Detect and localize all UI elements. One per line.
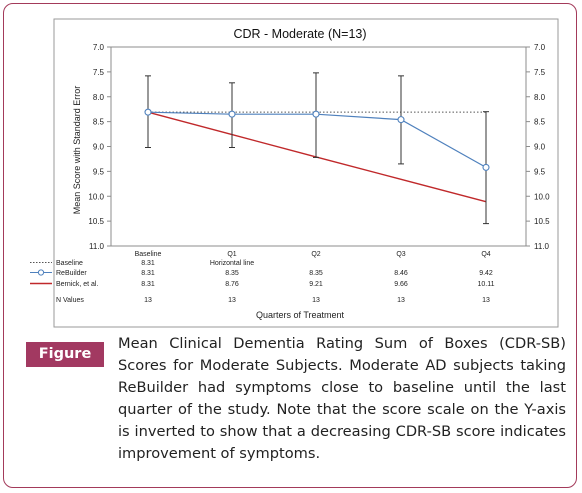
y-tick-label-right: 7.5 [534,68,546,77]
table-cell: 8.76 [225,281,239,288]
data-point-rebuilder [482,163,490,171]
y-tick-label-left: 7.5 [93,68,105,77]
table-cell: 9.66 [394,281,408,288]
figure-frame [3,3,577,488]
x-tick-label: Q4 [481,251,490,258]
x-tick-label: Q3 [396,251,405,258]
series-layer [144,72,490,225]
figure-label: Figure 3C [26,342,104,387]
y-axis-label: Mean Score with Standard Error [72,86,82,215]
y-tick-label-right: 7.0 [534,43,546,52]
y-tick-label-right: 9.0 [534,143,546,152]
table-cell: 13 [482,297,490,304]
x-axis-label: Quarters of Treatment [256,310,345,320]
y-tick-label-right: 9.5 [534,167,546,176]
y-tick-label-left: 10.0 [88,192,104,201]
data-point-rebuilder [312,110,320,118]
legend-marker [37,269,45,276]
data-point-rebuilder [144,108,152,116]
table-cell: 10.11 [478,281,495,288]
table-cell: 9.42 [479,270,493,277]
x-tick-label: Q2 [311,251,320,258]
table-cell: 8.46 [394,270,408,277]
y-tick-label-right: 8.0 [534,93,546,102]
table-cell: 8.31 [141,281,155,288]
table-cell: 13 [228,297,236,304]
legend-label: ReBuilder [56,270,87,277]
legend-label: Bernick, et al. [56,281,98,288]
table-cell: 9.21 [309,281,323,288]
table-cell: 8.31 [141,270,155,277]
series-line-rebuilder [147,111,487,168]
y-tick-label-left: 7.0 [93,43,105,52]
y-tick-label-left: 10.5 [88,217,104,226]
data-table: Baseline Q1 Q2 Q3 Q4 Baseline 8.31 Horizontal l… [30,251,495,304]
y-tick-label-left: 8.5 [93,118,105,127]
table-cell: Horizontal line [210,260,254,267]
y-axis-left: 7.0 7.5 8.0 8.5 9.0 9.5 10.0 10.5 11.0 [88,43,111,251]
plot-area [110,46,527,247]
y-tick-label-left: 11.0 [89,242,105,251]
y-axis-right: 7.0 7.5 8.0 8.5 9.0 9.5 10.0 10.5 11.0 [526,43,550,251]
chart-title: CDR - Moderate (N=13) [233,27,366,41]
y-tick-label-left: 8.0 [93,93,105,102]
y-tick-label-left: 9.0 [93,143,105,152]
figure-caption: Mean Clinical Dementia Rating Sum of Box… [118,335,566,462]
chart: CDR - Moderate (N=13) 7.0 7.5 8.0 8.5 9.0 9.5… [30,18,559,328]
table-cell: 13 [397,297,405,304]
table-cell: 8.35 [225,270,239,277]
data-point-rebuilder [397,116,405,124]
legend-label: Baseline [56,260,83,267]
y-tick-label-right: 10.5 [534,217,550,226]
table-cell: 13 [144,297,152,304]
y-tick-label-right: 8.5 [534,118,546,127]
y-tick-label-left: 9.5 [93,167,105,176]
table-cell: 8.31 [141,260,155,267]
y-tick-label-right: 10.0 [534,192,550,201]
table-cell: 13 [312,297,320,304]
x-tick-label: Q1 [227,251,236,258]
table-cell: 8.35 [309,270,323,277]
y-tick-label-right: 11.0 [534,242,550,251]
x-tick-label: Baseline [135,251,162,258]
table-row-label: N Values [56,297,84,304]
data-point-rebuilder [228,110,236,118]
chart-border [53,18,559,328]
